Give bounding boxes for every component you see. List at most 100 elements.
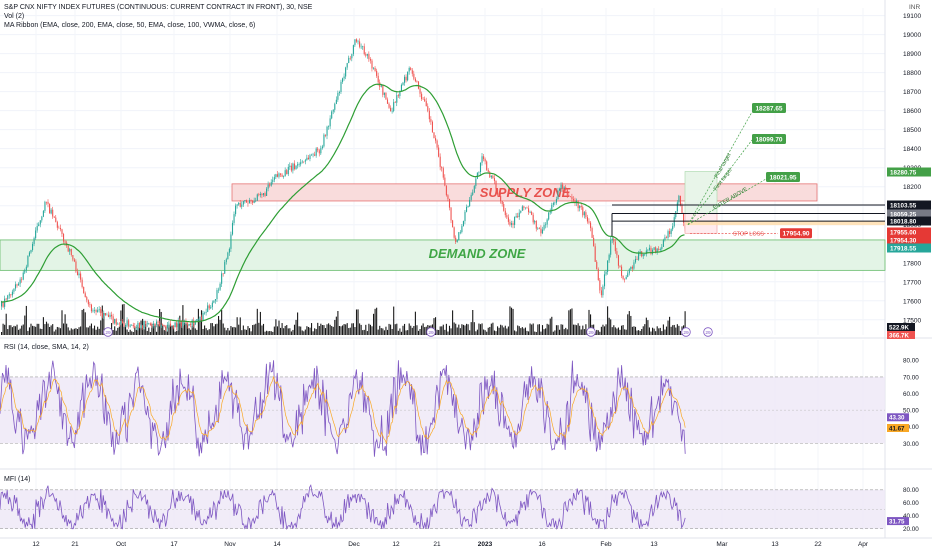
candle-body (658, 248, 660, 250)
volume-bar (241, 330, 243, 335)
volume-bar (112, 330, 114, 335)
candle-body (608, 254, 610, 261)
volume-bar (115, 330, 117, 335)
event-marker[interactable] (681, 327, 691, 337)
supply-zone[interactable] (231, 183, 818, 202)
volume-bar (87, 327, 89, 335)
volume-bar (168, 325, 170, 335)
candle-body (58, 227, 60, 229)
volume-bar (329, 324, 331, 335)
ma-ribbon-line[interactable] (0, 83, 685, 323)
target-tag[interactable] (752, 134, 786, 144)
candle-body (546, 219, 548, 225)
event-marker[interactable] (703, 327, 713, 337)
candle-body (154, 323, 156, 325)
time-tick-label: 2023 (478, 541, 493, 548)
volume-bar (365, 324, 367, 335)
candle-body (134, 326, 136, 328)
volume-bar (281, 323, 283, 335)
candle-body (385, 92, 387, 100)
price-level-tag[interactable] (887, 216, 931, 226)
time-tick-label: Feb (600, 541, 612, 548)
volume-bar (290, 331, 292, 335)
target-tag[interactable] (752, 103, 786, 113)
event-marker[interactable] (426, 327, 436, 337)
volume-bar (1, 331, 3, 335)
candle-body (611, 238, 613, 241)
candle-body (309, 155, 311, 159)
volume-bar (571, 308, 573, 335)
volume-bar (394, 324, 396, 335)
rsi-sma-line[interactable] (0, 375, 686, 445)
price-level-tag[interactable] (887, 243, 931, 253)
mfi-legend[interactable]: MFI (14) (4, 476, 31, 483)
mfi-line[interactable] (0, 484, 686, 531)
price-level-tag[interactable] (887, 209, 931, 219)
volume-bar (652, 327, 654, 335)
price-level-tag[interactable] (887, 235, 931, 245)
volume-bar (538, 324, 540, 335)
volume-bar (258, 322, 260, 335)
demand-zone[interactable] (0, 239, 886, 271)
candle-body (504, 210, 506, 216)
candle-body (270, 182, 272, 186)
candle-body (242, 201, 244, 205)
volume-bar (636, 330, 638, 335)
candle-body (636, 258, 638, 260)
candle-body (95, 310, 97, 312)
volume-bar (135, 329, 137, 335)
time-tick-label: Dec (348, 541, 360, 548)
ma-ribbon-legend[interactable]: MA Ribbon (EMA, close, 200, EMA, close, … (4, 22, 256, 29)
candle-body (565, 187, 567, 190)
volume-bar (441, 326, 443, 335)
candle-body (509, 221, 511, 225)
price-level-tag[interactable] (887, 227, 931, 237)
candle-body (89, 304, 91, 305)
volume-bar (61, 310, 63, 335)
candle-body (219, 283, 221, 290)
rsi-line[interactable] (0, 360, 686, 457)
volume-bar (562, 324, 564, 335)
price-level-tag[interactable] (887, 167, 931, 177)
volume-bar (400, 331, 402, 335)
candle-body (374, 67, 376, 71)
volume-bar (397, 330, 399, 335)
volume-bar (459, 328, 461, 335)
candles[interactable] (1, 38, 686, 332)
price-level-value: 17954.30 (890, 237, 917, 244)
candle-body (100, 309, 102, 314)
volume-bar (672, 325, 674, 335)
price-level-tag[interactable] (887, 200, 931, 210)
candle-body (342, 78, 344, 82)
candle-body (292, 163, 294, 171)
volume-bar (349, 327, 351, 335)
volume-bar (335, 316, 337, 335)
volume-bar (346, 323, 348, 335)
volume-bar (425, 326, 427, 335)
candle-body (410, 67, 412, 71)
stop-loss-tag[interactable] (780, 228, 812, 239)
event-marker[interactable] (586, 327, 596, 337)
volume-legend[interactable]: Vol (2) (4, 13, 25, 20)
volume-bar (44, 324, 46, 335)
volume-bar (543, 329, 545, 335)
event-marker-label: 29 (105, 330, 111, 336)
volume-bar (374, 308, 376, 335)
volume-bar (32, 325, 34, 335)
candle-body (307, 157, 309, 159)
volume-bar (90, 323, 92, 335)
candle-body (216, 290, 218, 300)
volume-bar (518, 326, 520, 335)
volume-bar (458, 324, 460, 335)
volume-bar (498, 327, 500, 335)
volume-bar (59, 328, 61, 335)
chart-title[interactable]: S&P CNX NIFTY INDEX FUTURES (CONTINUOUS:… (4, 4, 313, 11)
volume-bar (373, 313, 375, 335)
event-marker[interactable] (103, 327, 113, 337)
target-tag[interactable] (766, 172, 800, 182)
rsi-legend[interactable]: RSI (14, close, SMA, 14, 2) (4, 344, 89, 351)
candle-body (498, 194, 500, 196)
candle-body (86, 297, 88, 301)
